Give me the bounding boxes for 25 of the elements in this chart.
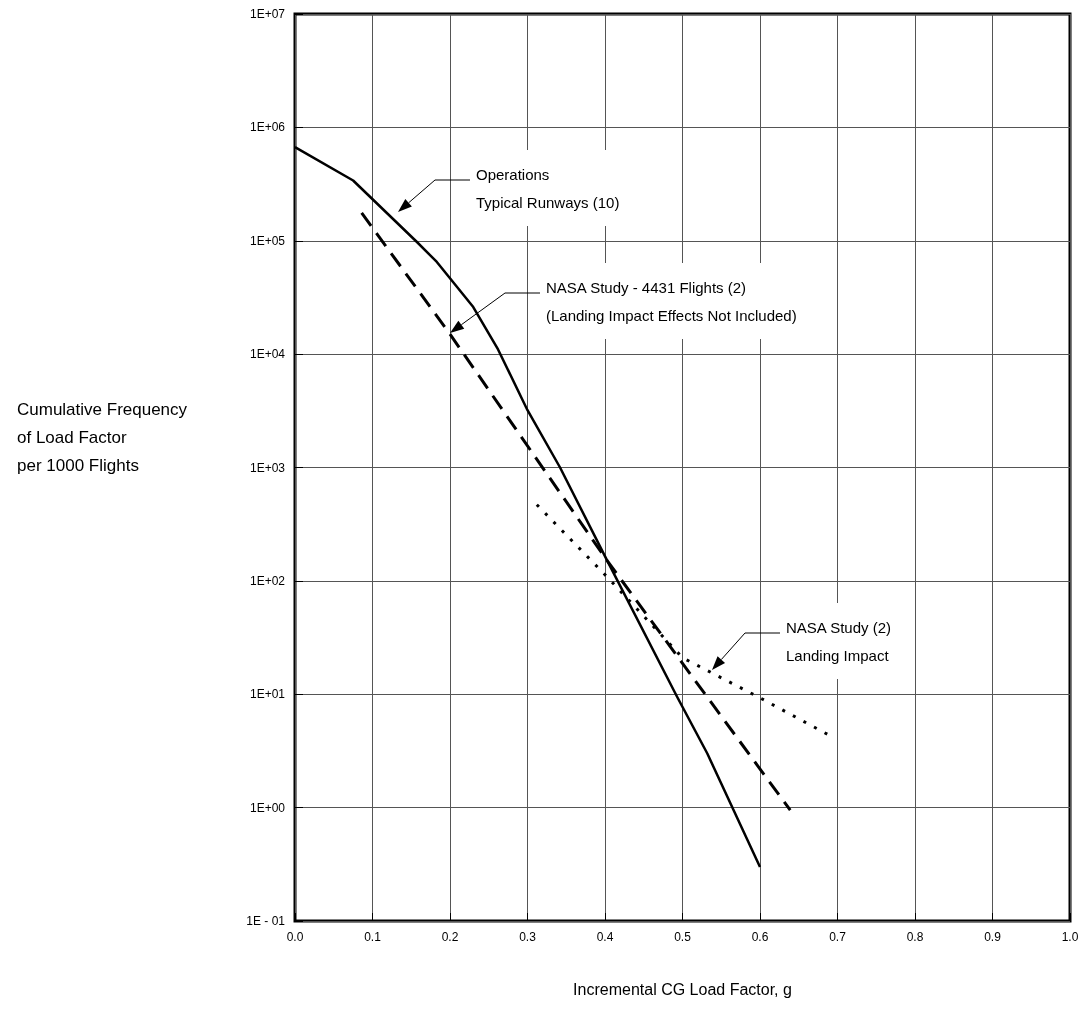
y-tick-label: 1E+06	[249, 120, 286, 135]
y-tick-label: 1E+00	[249, 800, 286, 815]
x-tick-label: 0.2	[441, 930, 459, 944]
x-tick-label: 0.7	[829, 930, 847, 944]
annotation: NASA Study (2) Landing Impact	[786, 618, 892, 664]
y-tick-label: 1E+05	[249, 233, 286, 248]
y-tick-label: 1E+01	[249, 687, 286, 702]
y-tick-label: 1E+02	[249, 573, 286, 588]
x-tick-label: 0.8	[906, 930, 924, 944]
x-axis-title: Incremental CG Load Factor, g	[573, 980, 792, 998]
x-tick-label: 0.9	[984, 930, 1002, 944]
x-tick-label: 0.5	[674, 930, 692, 944]
x-tick-label: 0.3	[519, 930, 537, 944]
annotation: Operations Typical Runways (10)	[476, 165, 620, 211]
x-tick-label: 0.0	[286, 930, 304, 944]
annotation: NASA Study - 4431 Flights (2) (Landing Impact Effects Not Included)	[546, 278, 797, 324]
x-tick-label: 0.4	[596, 930, 614, 944]
y-tick-label: 1E+03	[249, 460, 286, 475]
y-tick-label: 1E+04	[249, 347, 286, 362]
x-tick-label: 0.6	[751, 930, 769, 944]
y-tick-label: 1E - 01	[246, 914, 286, 928]
y-tick-label: 1E+07	[249, 7, 286, 21]
x-tick-label: 0.1	[364, 930, 382, 944]
x-tick-label: 1.0	[1061, 930, 1079, 944]
y-axis-title: Cumulative Frequency of Load Factor per 1000 Flights	[17, 399, 188, 475]
